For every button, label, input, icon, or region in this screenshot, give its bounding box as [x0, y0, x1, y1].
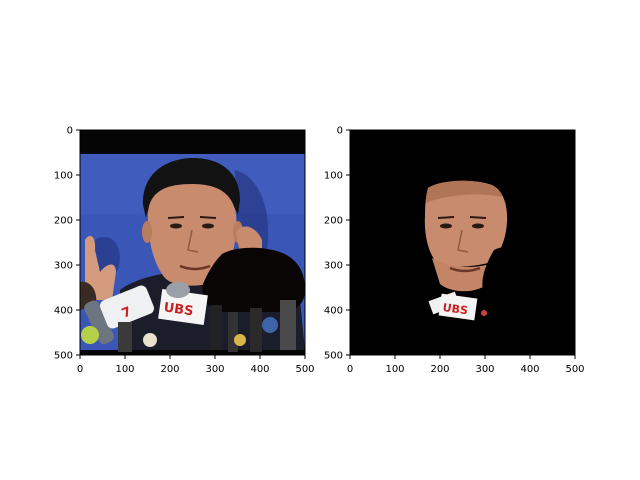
- right-axes-frame: [349, 129, 576, 356]
- hair: [142, 157, 240, 218]
- left-xtick-label: 0: [77, 364, 83, 375]
- occluder-blob: [202, 247, 305, 312]
- left-ytick-label: 200: [54, 216, 73, 227]
- left-xtick-label: 400: [250, 364, 269, 375]
- microphones: 7 UBS: [81, 282, 296, 352]
- left-xtick-label: 500: [295, 364, 314, 375]
- right-ytick-label: 400: [324, 306, 343, 317]
- right-xtick-label: 200: [430, 364, 449, 375]
- right-ytick-label: 500: [324, 351, 343, 362]
- left-ytick-label: 100: [54, 171, 73, 182]
- right-ytick-label: 0: [337, 126, 343, 137]
- face: [147, 184, 237, 286]
- left-ytick-label: 300: [54, 261, 73, 272]
- left-xtick-label: 300: [205, 364, 224, 375]
- right-xtick-label: 100: [385, 364, 404, 375]
- masked-chin: [432, 258, 494, 292]
- right-xtick-label: 400: [520, 364, 539, 375]
- left-ytick-label: 400: [54, 306, 73, 317]
- left-xtick-label: 100: [115, 364, 134, 375]
- right-ytick-label: 200: [324, 216, 343, 227]
- left-ytick-label: 0: [67, 126, 73, 137]
- svg-text:UBS: UBS: [163, 300, 195, 319]
- left-ytick-label: 500: [54, 351, 73, 362]
- left-xtick-label: 200: [160, 364, 179, 375]
- left-panel-image: 7 UBS: [80, 130, 305, 355]
- raised-hand: [85, 235, 116, 300]
- right-ytick-label: 300: [324, 261, 343, 272]
- right-xtick-label: 500: [565, 364, 584, 375]
- right-xtick-label: 0: [347, 364, 353, 375]
- right-xtick-label: 300: [475, 364, 494, 375]
- axis-ticks: 0 100 200 300 400 500 0 100 200 300 400 500 0 100 200 3…: [54, 126, 585, 376]
- top-letterbox-band: [80, 130, 305, 154]
- right-ytick-label: 100: [324, 171, 343, 182]
- svg-text:UBS: UBS: [442, 301, 469, 317]
- left-axes-frame: [79, 129, 306, 356]
